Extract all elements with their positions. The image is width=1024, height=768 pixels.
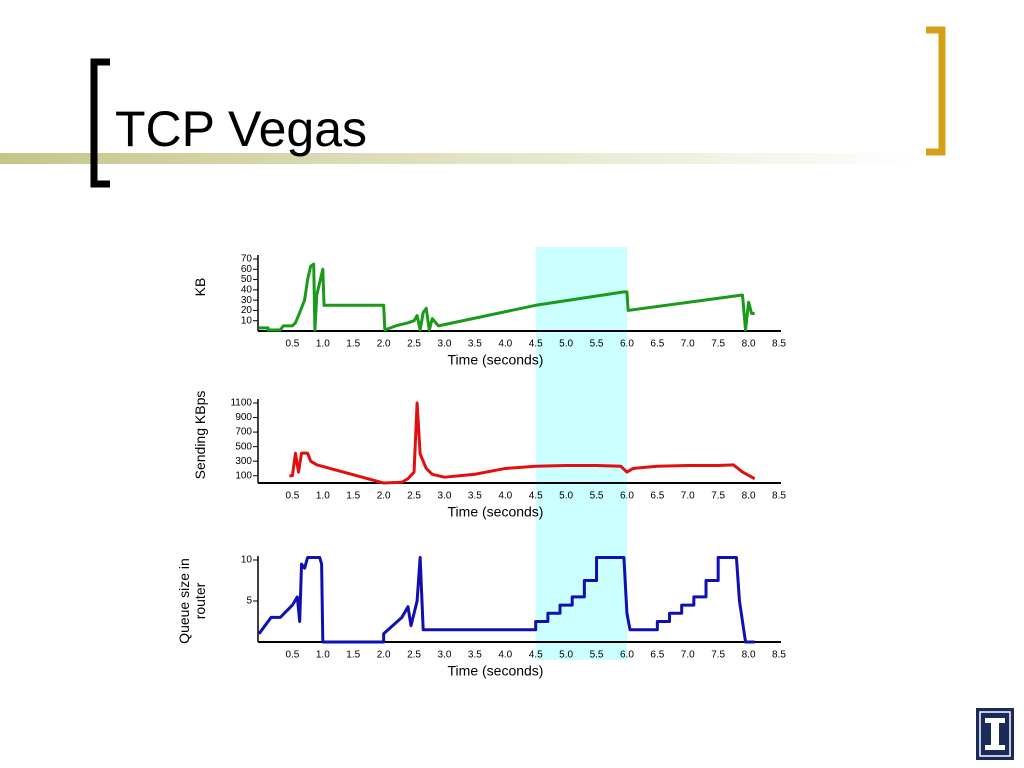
x-tick-label: 2.5 <box>407 339 421 350</box>
y-tick-label: 50 <box>241 274 253 285</box>
x-tick-label: 0.5 <box>285 339 299 350</box>
x-tick-label: 4.5 <box>529 339 543 350</box>
y-axis-label: Sending KBps <box>192 390 208 480</box>
x-tick-label: 1.5 <box>346 650 360 661</box>
x-tick-label: 6.5 <box>650 339 664 350</box>
x-tick-label: 3.0 <box>438 491 452 502</box>
right-bracket <box>926 26 946 156</box>
x-tick-label: 8.0 <box>742 339 756 350</box>
y-tick-label: 100 <box>235 470 252 481</box>
x-tick-label: 2.0 <box>377 491 391 502</box>
slide-title: TCP Vegas <box>115 101 367 157</box>
x-tick-label: 1.5 <box>346 491 360 502</box>
x-axis-label: Time (seconds) <box>448 663 544 679</box>
x-tick-label: 8.5 <box>772 650 786 661</box>
x-tick-label: 0.5 <box>285 491 299 502</box>
x-tick-label: 8.0 <box>742 491 756 502</box>
x-tick-label: 7.0 <box>681 650 695 661</box>
y-tick-label: 300 <box>235 456 252 467</box>
x-tick-label: 1.0 <box>316 339 330 350</box>
x-tick-label: 7.5 <box>711 650 725 661</box>
y-tick-label: 30 <box>241 295 253 306</box>
left-bracket <box>90 58 110 188</box>
x-tick-label: 7.5 <box>711 339 725 350</box>
x-tick-label: 7.0 <box>681 339 695 350</box>
x-tick-label: 3.5 <box>468 650 482 661</box>
data-line <box>289 401 756 485</box>
y-tick-label: 60 <box>241 264 253 275</box>
x-tick-label: 7.0 <box>681 491 695 502</box>
y-tick-label: 1100 <box>230 398 252 409</box>
x-tick-label: 4.0 <box>498 339 512 350</box>
x-tick-label: 2.0 <box>377 650 391 661</box>
x-tick-label: 6.0 <box>620 650 634 661</box>
logo <box>976 708 1014 760</box>
highlight-band <box>535 247 627 660</box>
y-axis-label: KB <box>192 277 208 297</box>
x-tick-label: 0.5 <box>285 650 299 661</box>
x-tick-label: 4.0 <box>498 491 512 502</box>
x-tick-label: 4.5 <box>529 491 543 502</box>
x-tick-label: 8.5 <box>772 491 786 502</box>
x-tick-label: 5.0 <box>559 339 573 350</box>
x-tick-label: 8.0 <box>742 650 756 661</box>
x-tick-label: 6.0 <box>620 491 634 502</box>
y-tick-label: 10 <box>241 555 253 566</box>
x-tick-label: 5.0 <box>559 491 573 502</box>
x-tick-label: 6.0 <box>620 339 634 350</box>
y-tick-label: 500 <box>235 441 252 452</box>
y-tick-label: 10 <box>241 315 253 326</box>
x-tick-label: 6.5 <box>650 491 664 502</box>
y-tick-label: 5 <box>246 596 252 607</box>
x-tick-label: 1.5 <box>346 339 360 350</box>
x-tick-label: 8.5 <box>772 339 786 350</box>
x-tick-label: 2.0 <box>377 339 391 350</box>
y-axis-label: Queue size in router <box>176 558 208 644</box>
x-tick-label: 1.0 <box>316 650 330 661</box>
x-tick-label: 2.5 <box>407 491 421 502</box>
x-tick-label: 6.5 <box>650 650 664 661</box>
y-tick-label: 700 <box>235 427 252 438</box>
y-tick-label: 900 <box>235 412 252 423</box>
x-tick-label: 5.5 <box>590 491 604 502</box>
x-tick-label: 4.5 <box>529 650 543 661</box>
x-axis-label: Time (seconds) <box>448 504 544 520</box>
data-line <box>258 262 755 332</box>
x-axis-label: Time (seconds) <box>448 352 544 368</box>
x-tick-label: 5.5 <box>590 650 604 661</box>
x-tick-label: 5.5 <box>590 339 604 350</box>
x-tick-label: 3.0 <box>438 650 452 661</box>
y-tick-label: 70 <box>241 254 253 265</box>
title-band <box>0 153 920 164</box>
y-tick-label: 20 <box>241 305 253 316</box>
data-line <box>257 556 755 644</box>
x-tick-label: 7.5 <box>711 491 725 502</box>
x-tick-label: 3.5 <box>468 339 482 350</box>
x-tick-label: 5.0 <box>559 650 573 661</box>
y-tick-label: 40 <box>241 284 253 295</box>
x-tick-label: 4.0 <box>498 650 512 661</box>
x-tick-label: 2.5 <box>407 650 421 661</box>
x-tick-label: 3.0 <box>438 339 452 350</box>
x-tick-label: 1.0 <box>316 491 330 502</box>
x-tick-label: 3.5 <box>468 491 482 502</box>
